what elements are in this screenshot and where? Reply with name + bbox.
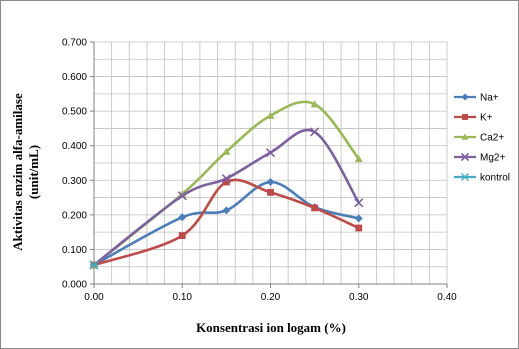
- x-tick-label: 0.40: [437, 292, 457, 303]
- legend-label: Mg2+: [480, 153, 505, 164]
- data-point-mg2: [354, 198, 364, 208]
- legend-item-k: K+: [454, 113, 493, 124]
- y-axis-title-line1: Aktivitas enzim alfa-amilase: [10, 93, 25, 251]
- data-point-mg2: [221, 173, 231, 184]
- legend-item-mg2: Mg2+: [454, 153, 505, 164]
- data-point-na: [222, 206, 231, 215]
- axes: [90, 41, 448, 288]
- x-tick-label: 0.30: [349, 292, 369, 303]
- data-point-ca2: [222, 147, 231, 155]
- tick-labels: 0.000 0.100 0.200 0.300 0.400 0.500 0.600 0.700…: [62, 38, 457, 304]
- marker-stroke: [310, 127, 320, 137]
- series-line-mg2: [93, 128, 360, 267]
- y-tick-label: 0.100: [62, 245, 87, 256]
- legend: Na+ K+ Ca2+ Mg2+ kontrol: [454, 93, 510, 184]
- x-tick-label: 0.10: [173, 292, 193, 303]
- data-point-k: [222, 178, 230, 186]
- legend-label: kontrol: [480, 173, 510, 184]
- legend-swatch-marker: [461, 93, 469, 101]
- data-point-na: [354, 214, 363, 223]
- y-tick-label: 0.700: [62, 38, 87, 49]
- legend-swatch-marker: [461, 173, 469, 181]
- legend-label: Na+: [480, 93, 499, 104]
- y-tick-label: 0.500: [62, 107, 87, 118]
- x-axis-title: Konsentrasi ion logam (%): [196, 320, 346, 335]
- series-line-k: [93, 178, 360, 267]
- marker-stroke: [460, 152, 470, 162]
- legend-swatch-marker: [462, 114, 468, 120]
- legend-swatch-marker: [460, 152, 470, 162]
- data-point-ca2: [354, 154, 363, 163]
- data-point-na: [266, 178, 275, 187]
- data-point-k: [355, 224, 363, 232]
- data-point-ca2: [310, 100, 319, 108]
- y-tick-label: 0.400: [62, 141, 87, 152]
- y-axis-title-line2: (unit/mL): [26, 145, 41, 199]
- marker-stroke: [354, 198, 364, 208]
- data-point-k: [267, 188, 274, 196]
- y-tick-label: 0.000: [62, 280, 87, 291]
- data-point-na: [178, 213, 187, 222]
- grid-lines: [93, 41, 448, 285]
- y-axis-title: Aktivitas enzim alfa-amilase (unit/mL): [10, 93, 41, 251]
- legend-item-na: Na+: [454, 93, 499, 104]
- legend-label: K+: [480, 113, 493, 124]
- marker-stroke: [221, 173, 231, 184]
- legend-swatch-marker: [461, 133, 469, 140]
- series-kontrol: [89, 260, 99, 270]
- marker-stroke: [177, 191, 187, 201]
- series-lines: [89, 100, 364, 270]
- y-tick-label: 0.300: [62, 176, 87, 187]
- data-point-mg2: [265, 148, 276, 158]
- legend-item-kontrol: kontrol: [454, 173, 510, 184]
- y-tick-label: 0.200: [62, 210, 87, 221]
- data-point-ca2: [266, 111, 275, 119]
- data-point-mg2: [177, 191, 187, 201]
- marker-stroke: [265, 148, 276, 158]
- data-point-mg2: [310, 127, 320, 137]
- y-tick-label: 0.600: [62, 72, 87, 83]
- data-point-kontrol: [89, 260, 99, 270]
- x-tick-label: 0.00: [84, 292, 104, 303]
- legend-item-ca2: Ca2+: [454, 133, 504, 144]
- series-line-na: [93, 180, 360, 267]
- data-point-k: [311, 204, 319, 212]
- x-tick-label: 0.20: [261, 292, 281, 303]
- series-k: [90, 178, 363, 269]
- data-point-k: [178, 232, 186, 239]
- legend-label: Ca2+: [480, 133, 504, 144]
